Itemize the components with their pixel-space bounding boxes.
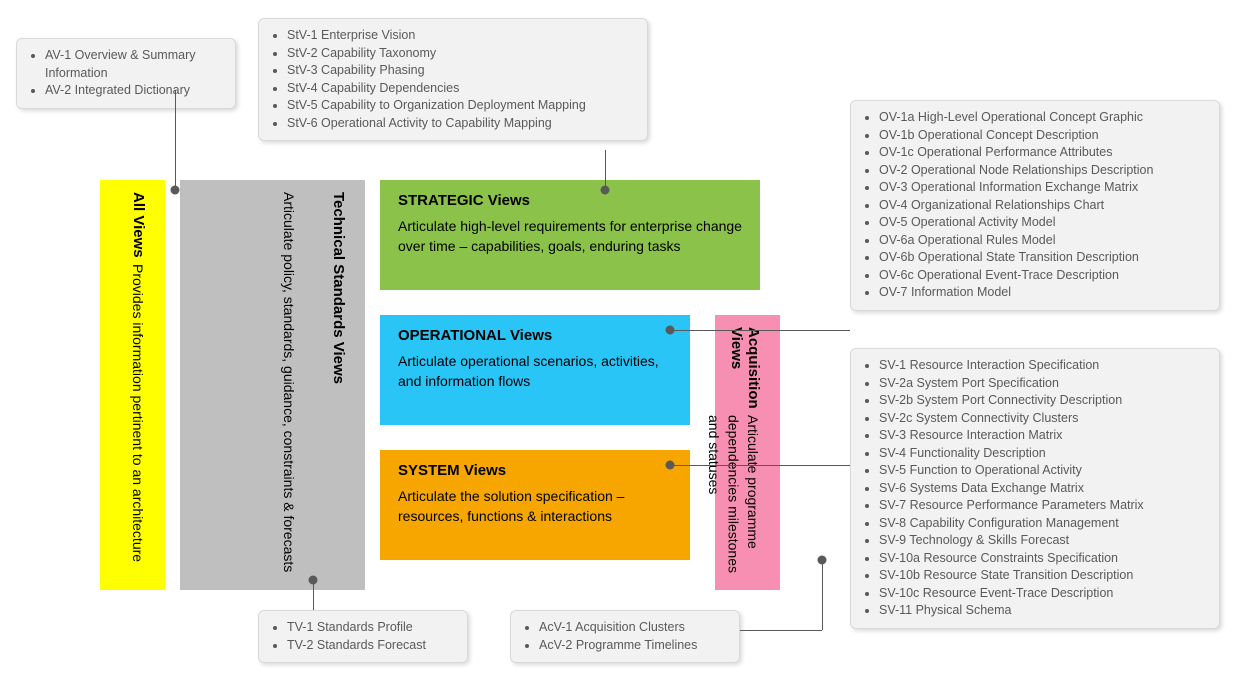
callout-item: AcV-2 Programme Timelines: [539, 637, 729, 655]
callout-item: SV-3 Resource Interaction Matrix: [879, 427, 1209, 445]
block-system: SYSTEM Views Articulate the solution spe…: [380, 450, 690, 560]
callout-ov: OV-1a High-Level Operational Concept Gra…: [850, 100, 1220, 311]
callout-item: AcV-1 Acquisition Clusters: [539, 619, 729, 637]
callout-item: StV-2 Capability Taxonomy: [287, 45, 637, 63]
callout-item: SV-2a System Port Specification: [879, 375, 1209, 393]
block-title: SYSTEM Views: [398, 462, 672, 479]
callout-stv: StV-1 Enterprise VisionStV-2 Capability …: [258, 18, 648, 141]
callout-item: OV-5 Operational Activity Model: [879, 214, 1209, 232]
block-title: Acquisition Views: [703, 327, 762, 409]
block-desc: Articulate the solution specification – …: [398, 487, 672, 526]
callout-av: AV-1 Overview & Summary InformationAV-2 …: [16, 38, 236, 109]
callout-item: AV-1 Overview & Summary Information: [45, 47, 225, 82]
connector-dot: [309, 576, 318, 585]
block-acquisition: Acquisition Views Articulate programme d…: [715, 315, 780, 590]
callout-item: StV-5 Capability to Organization Deploym…: [287, 97, 637, 115]
callout-item: SV-9 Technology & Skills Forecast: [879, 532, 1209, 550]
callout-item: AV-2 Integrated Dictionary: [45, 82, 225, 100]
callout-item: SV-5 Function to Operational Activity: [879, 462, 1209, 480]
callout-item: SV-8 Capability Configuration Management: [879, 515, 1209, 533]
block-desc: Articulate operational scenarios, activi…: [398, 352, 672, 391]
callout-item: SV-4 Functionality Description: [879, 445, 1209, 463]
callout-item: OV-1b Operational Concept Description: [879, 127, 1209, 145]
block-title: Technical Standards Views: [330, 192, 347, 384]
callout-item: SV-11 Physical Schema: [879, 602, 1209, 620]
block-desc: Provides information pertinent to an arc…: [127, 264, 147, 562]
callout-item: OV-3 Operational Information Exchange Ma…: [879, 179, 1209, 197]
connector-dot: [666, 461, 675, 470]
callout-item: SV-10a Resource Constraints Specificatio…: [879, 550, 1209, 568]
callout-tv: TV-1 Standards ProfileTV-2 Standards For…: [258, 610, 468, 663]
callout-item: OV-7 Information Model: [879, 284, 1209, 302]
callout-item: OV-1c Operational Performance Attributes: [879, 144, 1209, 162]
block-strategic: STRATEGIC Views Articulate high-level re…: [380, 180, 760, 290]
connector-dot: [171, 186, 180, 195]
callout-item: TV-2 Standards Forecast: [287, 637, 457, 655]
connector-dot: [818, 556, 827, 565]
callout-item: SV-2b System Port Connectivity Descripti…: [879, 392, 1209, 410]
callout-item: StV-6 Operational Activity to Capability…: [287, 115, 637, 133]
block-desc: Articulate programme dependencies milest…: [703, 415, 762, 578]
callout-item: SV-6 Systems Data Exchange Matrix: [879, 480, 1209, 498]
block-desc: Articulate high-level requirements for e…: [398, 217, 742, 256]
block-desc: Articulate policy, standards, guidance, …: [278, 192, 298, 578]
callout-item: StV-4 Capability Dependencies: [287, 80, 637, 98]
callout-item: SV-10b Resource State Transition Descrip…: [879, 567, 1209, 585]
callout-item: SV-10c Resource Event-Trace Description: [879, 585, 1209, 603]
block-all-views: All Views Provides information pertinent…: [100, 180, 165, 590]
callout-item: StV-1 Enterprise Vision: [287, 27, 637, 45]
callout-item: OV-6b Operational State Transition Descr…: [879, 249, 1209, 267]
callout-item: OV-6a Operational Rules Model: [879, 232, 1209, 250]
callout-acv: AcV-1 Acquisition ClustersAcV-2 Programm…: [510, 610, 740, 663]
callout-item: OV-6c Operational Event-Trace Descriptio…: [879, 267, 1209, 285]
callout-sv: SV-1 Resource Interaction SpecificationS…: [850, 348, 1220, 629]
callout-item: OV-2 Operational Node Relationships Desc…: [879, 162, 1209, 180]
connector-dot: [601, 186, 610, 195]
callout-item: TV-1 Standards Profile: [287, 619, 457, 637]
callout-item: StV-3 Capability Phasing: [287, 62, 637, 80]
connector-dot: [666, 326, 675, 335]
block-operational: OPERATIONAL Views Articulate operational…: [380, 315, 690, 425]
block-title: All Views: [127, 192, 147, 258]
callout-item: OV-4 Organizational Relationships Chart: [879, 197, 1209, 215]
callout-item: SV-7 Resource Performance Parameters Mat…: [879, 497, 1209, 515]
callout-item: SV-2c System Connectivity Clusters: [879, 410, 1209, 428]
callout-item: SV-1 Resource Interaction Specification: [879, 357, 1209, 375]
callout-item: OV-1a High-Level Operational Concept Gra…: [879, 109, 1209, 127]
block-title: OPERATIONAL Views: [398, 327, 672, 344]
block-tech-standards-desc: Articulate policy, standards, guidance, …: [258, 192, 298, 578]
block-title: STRATEGIC Views: [398, 192, 742, 209]
